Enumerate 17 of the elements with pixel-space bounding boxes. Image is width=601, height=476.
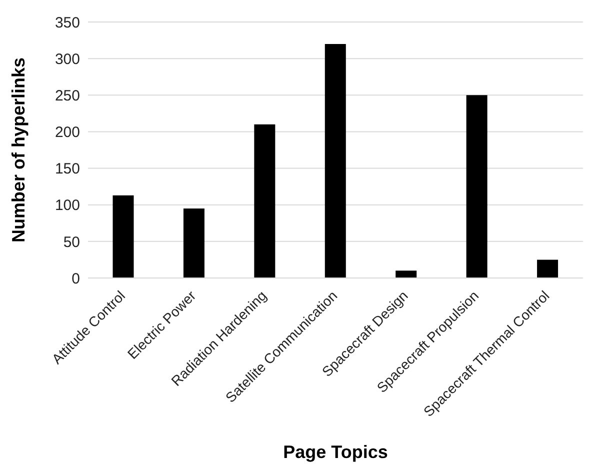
y-tick-label: 50: [63, 234, 80, 251]
bar: [324, 44, 346, 278]
bar: [112, 195, 134, 278]
x-axis-title: Page Topics: [283, 442, 388, 462]
bar: [183, 208, 204, 278]
y-tick-label: 250: [54, 87, 80, 104]
bar: [537, 260, 558, 278]
y-axis-title: Number of hyperlinks: [8, 57, 28, 243]
y-tick-label: 150: [54, 160, 80, 178]
bar: [396, 270, 417, 278]
y-tick-label: 300: [54, 50, 80, 68]
bar: [254, 124, 276, 278]
y-tick-label: 0: [72, 270, 80, 288]
y-tick-label: 350: [54, 14, 80, 32]
y-tick-label: 100: [54, 197, 80, 214]
y-tick-label: 200: [54, 124, 80, 142]
bar: [466, 95, 488, 278]
